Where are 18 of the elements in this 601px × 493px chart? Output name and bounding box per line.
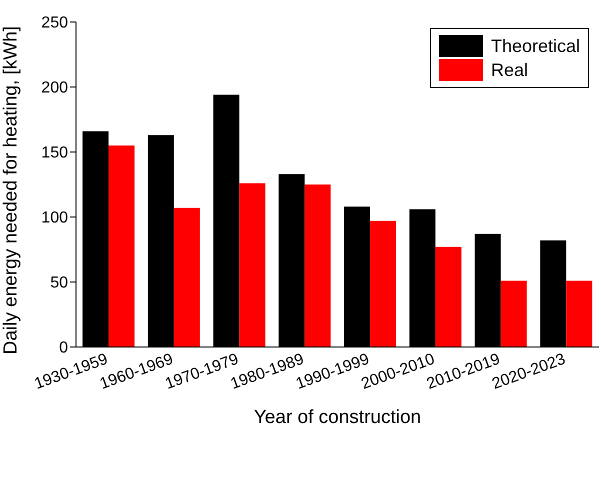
bar bbox=[435, 246, 462, 347]
y-tick-label: 200 bbox=[41, 80, 68, 97]
bar bbox=[500, 280, 527, 347]
y-tick-label: 100 bbox=[41, 210, 68, 227]
legend-label: Theoretical bbox=[490, 36, 580, 56]
legend-label: Real bbox=[490, 60, 528, 80]
x-axis-title: Year of construction bbox=[254, 407, 422, 428]
bar bbox=[304, 184, 331, 347]
y-axis-title: Daily energy needed for heating, [kWh] bbox=[0, 26, 22, 354]
y-tick-label: 250 bbox=[41, 14, 68, 32]
y-tick-label: 50 bbox=[50, 274, 68, 292]
bar bbox=[370, 220, 396, 347]
y-tick-label: 150 bbox=[41, 144, 68, 162]
bar bbox=[108, 146, 135, 347]
bar bbox=[239, 183, 266, 347]
bar bbox=[174, 208, 200, 347]
bar bbox=[566, 280, 592, 347]
y-tick-label: 0 bbox=[59, 340, 68, 357]
